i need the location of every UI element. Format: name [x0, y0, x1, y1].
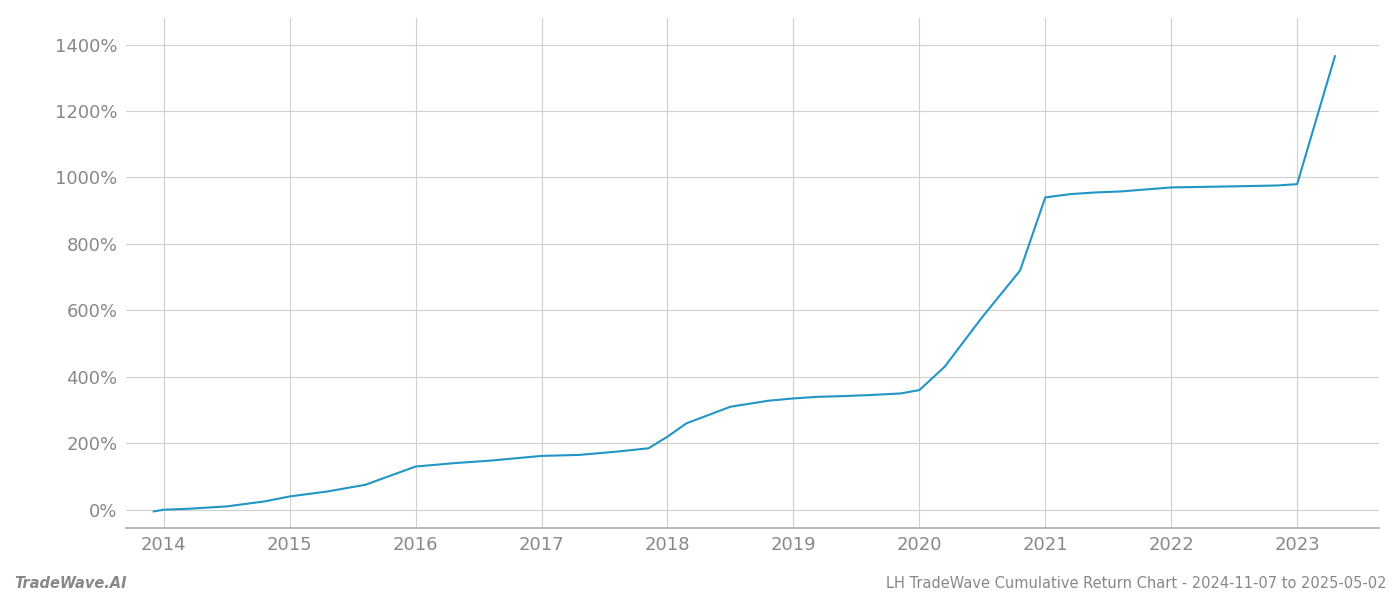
Text: TradeWave.AI: TradeWave.AI: [14, 576, 126, 591]
Text: LH TradeWave Cumulative Return Chart - 2024-11-07 to 2025-05-02: LH TradeWave Cumulative Return Chart - 2…: [885, 576, 1386, 591]
